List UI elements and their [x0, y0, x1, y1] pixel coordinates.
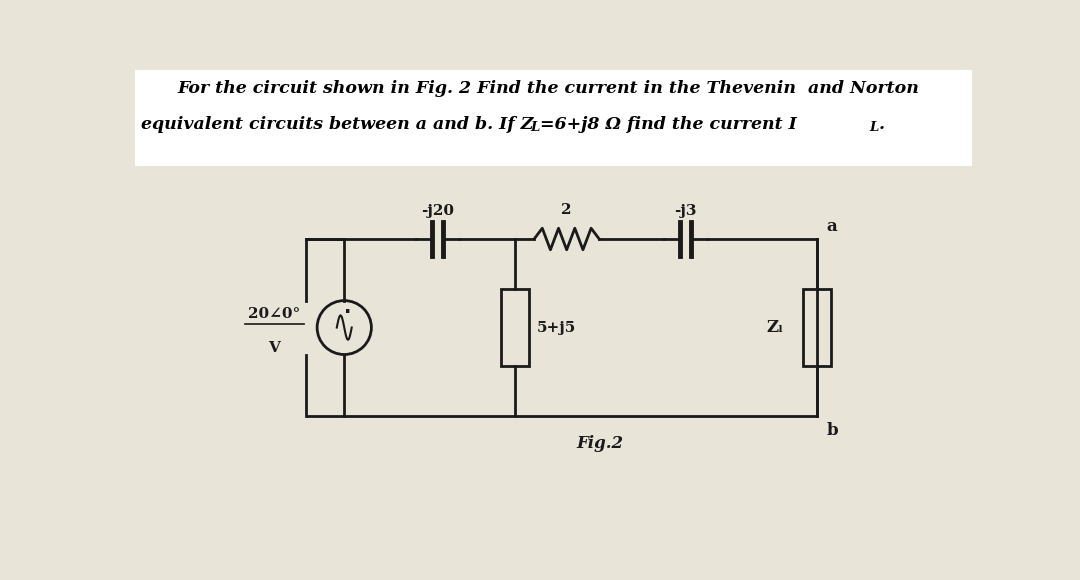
- Text: Zₗ: Zₗ: [767, 319, 784, 336]
- Bar: [804, 289, 831, 366]
- Text: V: V: [269, 342, 281, 356]
- Text: For the circuit shown in Fig. 2 Find the current in the Thevenin  and Norton: For the circuit shown in Fig. 2 Find the…: [177, 79, 919, 97]
- Text: .: .: [878, 116, 885, 133]
- Text: Fig.2: Fig.2: [577, 436, 623, 452]
- Text: =6+j8 Ω find the current I: =6+j8 Ω find the current I: [540, 116, 797, 133]
- Text: equivalent circuits between a and b. If Z: equivalent circuits between a and b. If …: [141, 116, 534, 133]
- FancyBboxPatch shape: [135, 70, 972, 166]
- Text: -j3: -j3: [674, 204, 697, 218]
- Text: -j20: -j20: [421, 204, 454, 218]
- Text: L: L: [530, 121, 540, 134]
- Text: L: L: [869, 121, 878, 134]
- Text: b: b: [826, 422, 838, 439]
- Bar: [501, 289, 529, 366]
- Text: a: a: [826, 218, 837, 235]
- Text: 5+j5: 5+j5: [537, 321, 576, 335]
- Text: ·: ·: [345, 303, 352, 322]
- Text: 2: 2: [562, 204, 572, 218]
- Text: 20∠0°: 20∠0°: [248, 307, 300, 321]
